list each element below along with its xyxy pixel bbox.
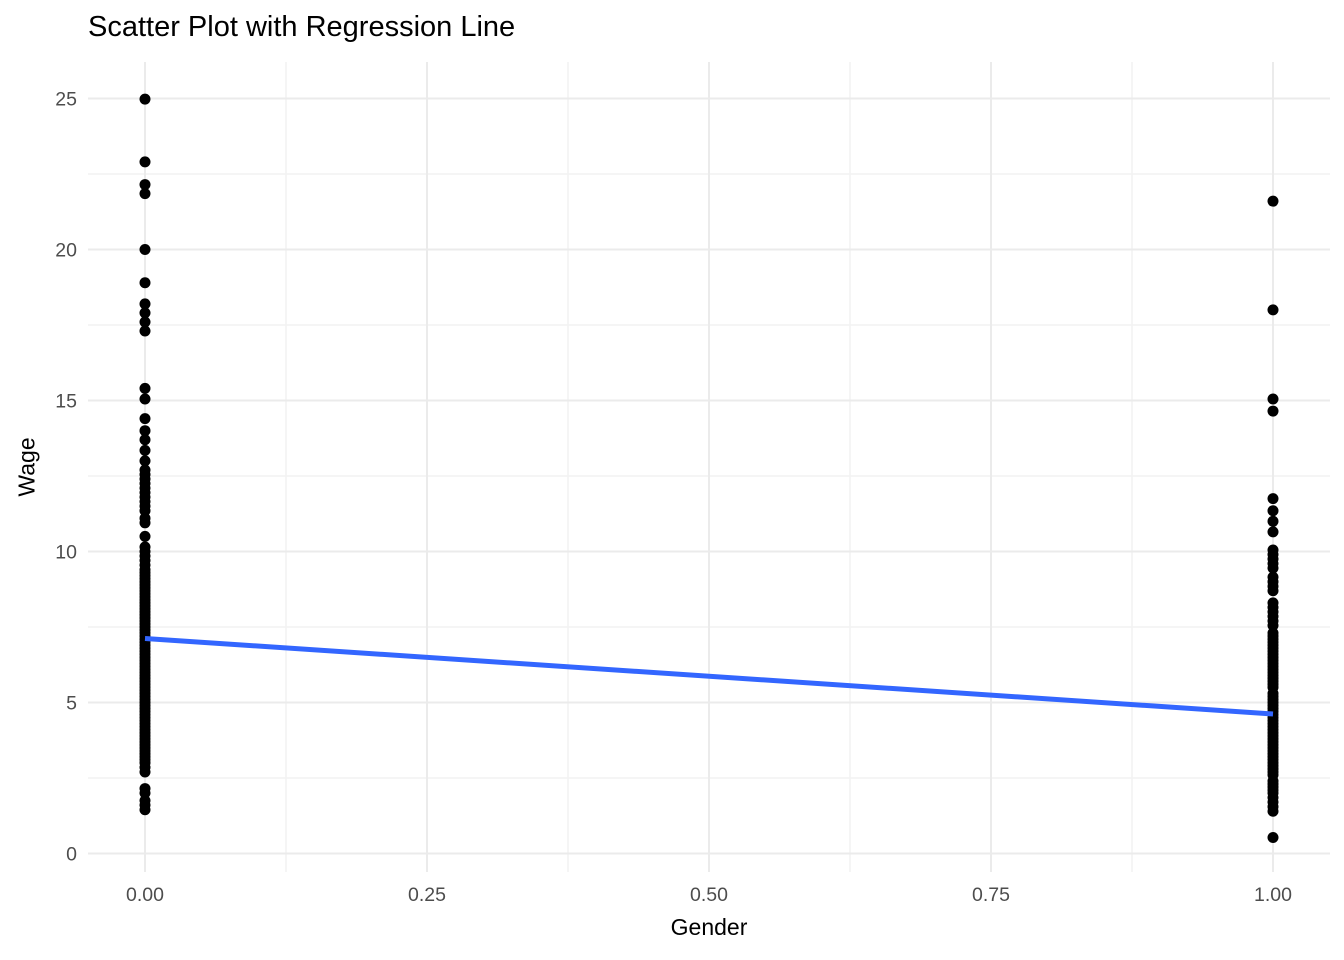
data-point — [139, 413, 151, 425]
data-point — [139, 298, 151, 310]
data-point — [1267, 405, 1279, 417]
data-point — [1267, 195, 1279, 207]
data-point — [139, 307, 151, 319]
x-tick-label: 0.25 — [408, 884, 446, 906]
x-tick-labels: 0.00 0.25 0.50 0.75 1.00 — [126, 884, 1292, 906]
x-tick-label: 1.00 — [1254, 884, 1292, 906]
data-point — [1267, 619, 1279, 631]
x-tick-label: 0.00 — [126, 884, 164, 906]
y-axis-title: Wage — [13, 437, 40, 497]
data-point — [139, 425, 151, 437]
y-tick-label: 10 — [55, 542, 77, 564]
y-tick-label: 15 — [55, 391, 77, 413]
data-point — [1267, 393, 1279, 405]
data-point — [139, 179, 151, 191]
y-tick-label: 0 — [66, 844, 77, 866]
data-point — [1267, 805, 1279, 817]
data-point — [139, 188, 151, 200]
data-point — [139, 434, 151, 446]
data-point — [1267, 304, 1279, 316]
data-point — [139, 787, 151, 799]
x-tick-label: 0.75 — [972, 884, 1010, 906]
data-point — [139, 455, 151, 467]
data-point — [139, 382, 151, 394]
data-point — [139, 93, 151, 105]
data-point — [139, 156, 151, 168]
chart-title: Scatter Plot with Regression Line — [88, 11, 516, 43]
data-point — [1267, 515, 1279, 527]
data-point — [139, 530, 151, 542]
data-point — [139, 517, 151, 529]
y-tick-label: 5 — [66, 693, 77, 715]
data-point — [1267, 505, 1279, 517]
data-point — [1267, 831, 1279, 843]
y-tick-labels: 0 5 10 15 20 25 — [55, 89, 77, 866]
data-point — [139, 393, 151, 405]
y-tick-label: 20 — [55, 240, 77, 262]
data-point — [139, 505, 151, 517]
data-point — [1267, 526, 1279, 538]
x-tick-label: 0.50 — [690, 884, 728, 906]
y-tick-label: 25 — [55, 89, 77, 111]
gridlines-major — [88, 62, 1330, 872]
data-point — [139, 804, 151, 816]
data-point — [139, 325, 151, 337]
data-point — [1267, 493, 1279, 505]
data-point — [1267, 562, 1279, 574]
data-point — [139, 766, 151, 778]
data-point — [1267, 585, 1279, 597]
data-point — [139, 444, 151, 456]
data-point — [139, 316, 151, 328]
x-axis-title: Gender — [670, 914, 748, 940]
data-point — [139, 244, 151, 255]
regression-line — [144, 635, 1274, 717]
data-point — [139, 277, 151, 289]
